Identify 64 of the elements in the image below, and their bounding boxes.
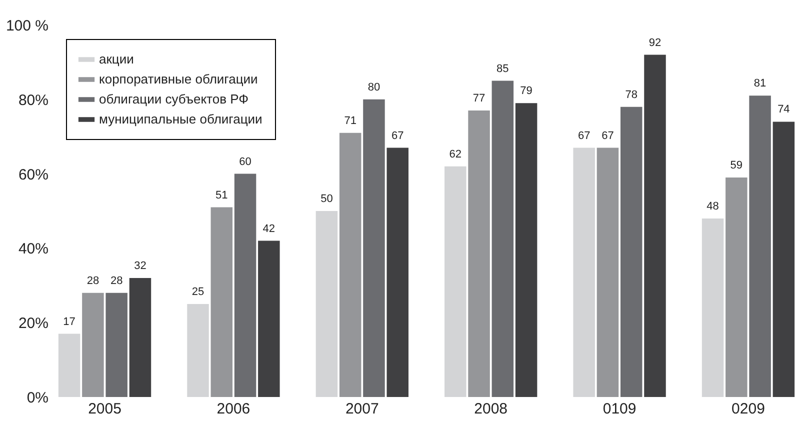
data-label: 77 — [472, 92, 486, 105]
data-label: 79 — [520, 85, 532, 98]
legend-label: муниципальные облигации — [99, 112, 262, 126]
bar — [573, 148, 595, 397]
y-tick-label: 100 % — [6, 18, 48, 34]
data-label: 48 — [706, 200, 719, 212]
legend-label: корпоративные облигации — [99, 72, 258, 86]
y-tick-label: 20% — [18, 315, 48, 332]
bar — [468, 110, 490, 397]
bar — [702, 218, 724, 397]
data-label: 60 — [239, 156, 252, 168]
bar — [386, 148, 408, 397]
y-tick-label: 80% — [18, 92, 48, 109]
bar — [258, 240, 280, 397]
data-label: 28 — [110, 274, 123, 287]
x-tick-label: 2006 — [216, 400, 250, 418]
bar — [58, 334, 80, 397]
data-label: 81 — [754, 78, 766, 90]
data-label: 78 — [625, 88, 638, 101]
data-label: 92 — [648, 36, 662, 49]
bar — [749, 96, 771, 397]
x-tick-label: 2005 — [88, 400, 122, 418]
bar — [363, 99, 385, 397]
bar — [772, 122, 795, 397]
bar — [129, 278, 152, 397]
bar — [82, 292, 104, 397]
data-label: 59 — [730, 160, 743, 172]
data-label: 67 — [602, 130, 614, 142]
bar — [210, 207, 233, 397]
x-tick-label: 2008 — [474, 400, 508, 418]
bar — [492, 80, 514, 397]
data-label: 85 — [496, 62, 509, 75]
y-tick-label: 60% — [18, 166, 48, 184]
data-label: 67 — [391, 130, 404, 142]
data-label: 74 — [778, 104, 790, 116]
bar — [515, 103, 538, 397]
data-label: 50 — [320, 193, 333, 205]
data-label: 42 — [262, 222, 276, 235]
y-tick-label: 0% — [26, 390, 48, 406]
bar — [726, 178, 748, 397]
data-label: 67 — [578, 130, 590, 142]
bar — [234, 174, 256, 397]
legend-label: акции — [99, 52, 134, 66]
bar — [644, 54, 666, 397]
data-label: 17 — [63, 316, 76, 328]
bar — [187, 304, 209, 397]
bar — [339, 132, 362, 397]
bar — [620, 106, 642, 397]
bar — [596, 148, 619, 397]
data-label: 51 — [216, 189, 228, 202]
data-label: 28 — [86, 274, 100, 287]
legend-label: облигации субъектов РФ — [99, 92, 249, 106]
data-label: 62 — [449, 148, 462, 160]
bar — [444, 166, 466, 397]
bar — [106, 292, 128, 397]
y-tick-label: 40% — [18, 240, 48, 258]
x-tick-label: 0209 — [732, 400, 765, 418]
bar — [316, 211, 338, 397]
x-tick-label: 0109 — [602, 400, 636, 418]
x-tick-label: 2007 — [345, 400, 379, 418]
data-label: 80 — [368, 81, 380, 94]
data-label: 71 — [344, 114, 356, 127]
data-label: 25 — [192, 286, 204, 298]
data-label: 32 — [134, 260, 146, 272]
